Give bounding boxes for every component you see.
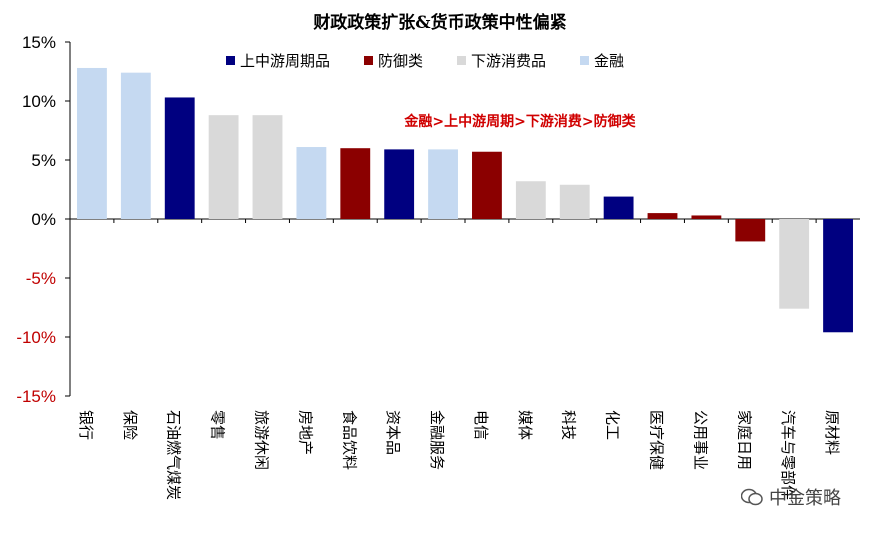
x-tick-label: 石油燃气煤炭 [165,410,183,500]
bar [735,219,766,242]
legend-item: 防御类 [364,52,423,70]
y-tick-label: 5% [31,151,56,170]
x-tick-label: 房地产 [296,410,314,455]
legend-item: 上中游周期品 [226,52,330,70]
x-tick-label: 媒体 [516,410,534,440]
bar [472,151,502,219]
legend-label: 防御类 [378,52,423,70]
svg-text:零售: 零售 [209,410,227,440]
svg-text:公用事业: 公用事业 [691,410,709,470]
y-tick-label: 15% [22,33,56,52]
bar [340,148,371,219]
bars [77,67,853,333]
x-tick-label: 电信 [472,410,490,440]
svg-text:房地产: 房地产 [296,410,314,455]
watermark-text: 中金策略 [769,488,841,509]
bar [120,72,151,220]
legend-swatch [226,56,235,65]
bar [208,115,239,219]
bar [823,219,853,333]
legend-swatch [364,56,373,65]
svg-text:金融服务: 金融服务 [428,410,446,470]
axes: 15% 10% 5% 0% -5% -10% -15% [16,33,860,406]
svg-text:科技: 科技 [560,410,578,440]
legend-swatch [580,56,589,65]
bar [164,97,195,219]
bar [603,196,634,219]
legend-item: 金融 [580,52,624,70]
x-tick-labels: 银行 保险 石油燃气煤炭 零售 旅游休闲 房地产 食品饮料 资本品 金融服务 电信 媒体 科技 化工 医疗… [77,410,841,500]
y-tick-label: 0% [31,210,56,229]
chart-title: 财政政策扩张&货币政策中性偏紧 [312,12,566,33]
x-tick-label: 公用事业 [691,410,709,470]
wechat-icon [741,488,763,506]
svg-text:原材料: 原材料 [823,410,841,455]
x-tick-label: 资本品 [384,410,402,455]
svg-text:电信: 电信 [472,410,490,440]
svg-text:保险: 保险 [121,410,139,440]
bar [77,67,107,220]
x-tick-label: 旅游休闲 [253,410,271,470]
bar [515,181,546,219]
legend-label: 下游消费品 [471,52,546,70]
bar [296,147,327,219]
x-tick-label: 家庭日用 [735,410,753,470]
y-tick-label: -5% [26,269,56,288]
y-tick-label: 10% [22,92,56,111]
svg-text:银行: 银行 [77,410,95,440]
svg-text:媒体: 媒体 [516,410,534,440]
x-tick-label: 汽车与零部件 [779,410,797,500]
legend-label: 上中游周期品 [240,52,330,70]
x-tick-label: 金融服务 [428,410,446,470]
x-tick-label: 医疗保健 [648,410,666,470]
legend-label: 金融 [594,52,624,70]
legend-item: 下游消费品 [457,52,546,70]
bar [384,149,415,219]
svg-text:食品饮料: 食品饮料 [340,410,358,470]
bar [428,149,458,219]
x-tick-label: 食品饮料 [340,410,358,470]
x-tick-label: 原材料 [823,410,841,455]
chart-annotation: 金融>上中游周期>下游消费>防御类 [403,113,636,130]
svg-text:医疗保健: 医疗保健 [648,410,666,470]
bar [559,184,590,219]
x-tick-label: 保险 [121,410,139,440]
x-tick-label: 零售 [209,410,227,440]
svg-text:石油燃气煤炭: 石油燃气煤炭 [165,410,183,500]
x-tick-label: 科技 [560,410,578,440]
watermark: 中金策略 [741,484,841,510]
y-tick-label: -10% [16,328,56,347]
svg-text:旅游休闲: 旅游休闲 [253,410,271,470]
bar [252,115,283,219]
svg-text:汽车与零部件: 汽车与零部件 [779,410,797,500]
bar [691,215,722,219]
legend: 上中游周期品 防御类 下游消费品 金融 [226,52,624,70]
svg-text:家庭日用: 家庭日用 [735,410,753,470]
svg-text:化工: 化工 [604,410,622,440]
bar [647,213,678,219]
x-tick-label: 银行 [77,410,95,440]
bar [779,219,810,309]
x-tick-label: 化工 [604,410,622,440]
svg-text:资本品: 资本品 [384,410,402,455]
legend-swatch [457,56,466,65]
y-tick-label: -15% [16,387,56,406]
